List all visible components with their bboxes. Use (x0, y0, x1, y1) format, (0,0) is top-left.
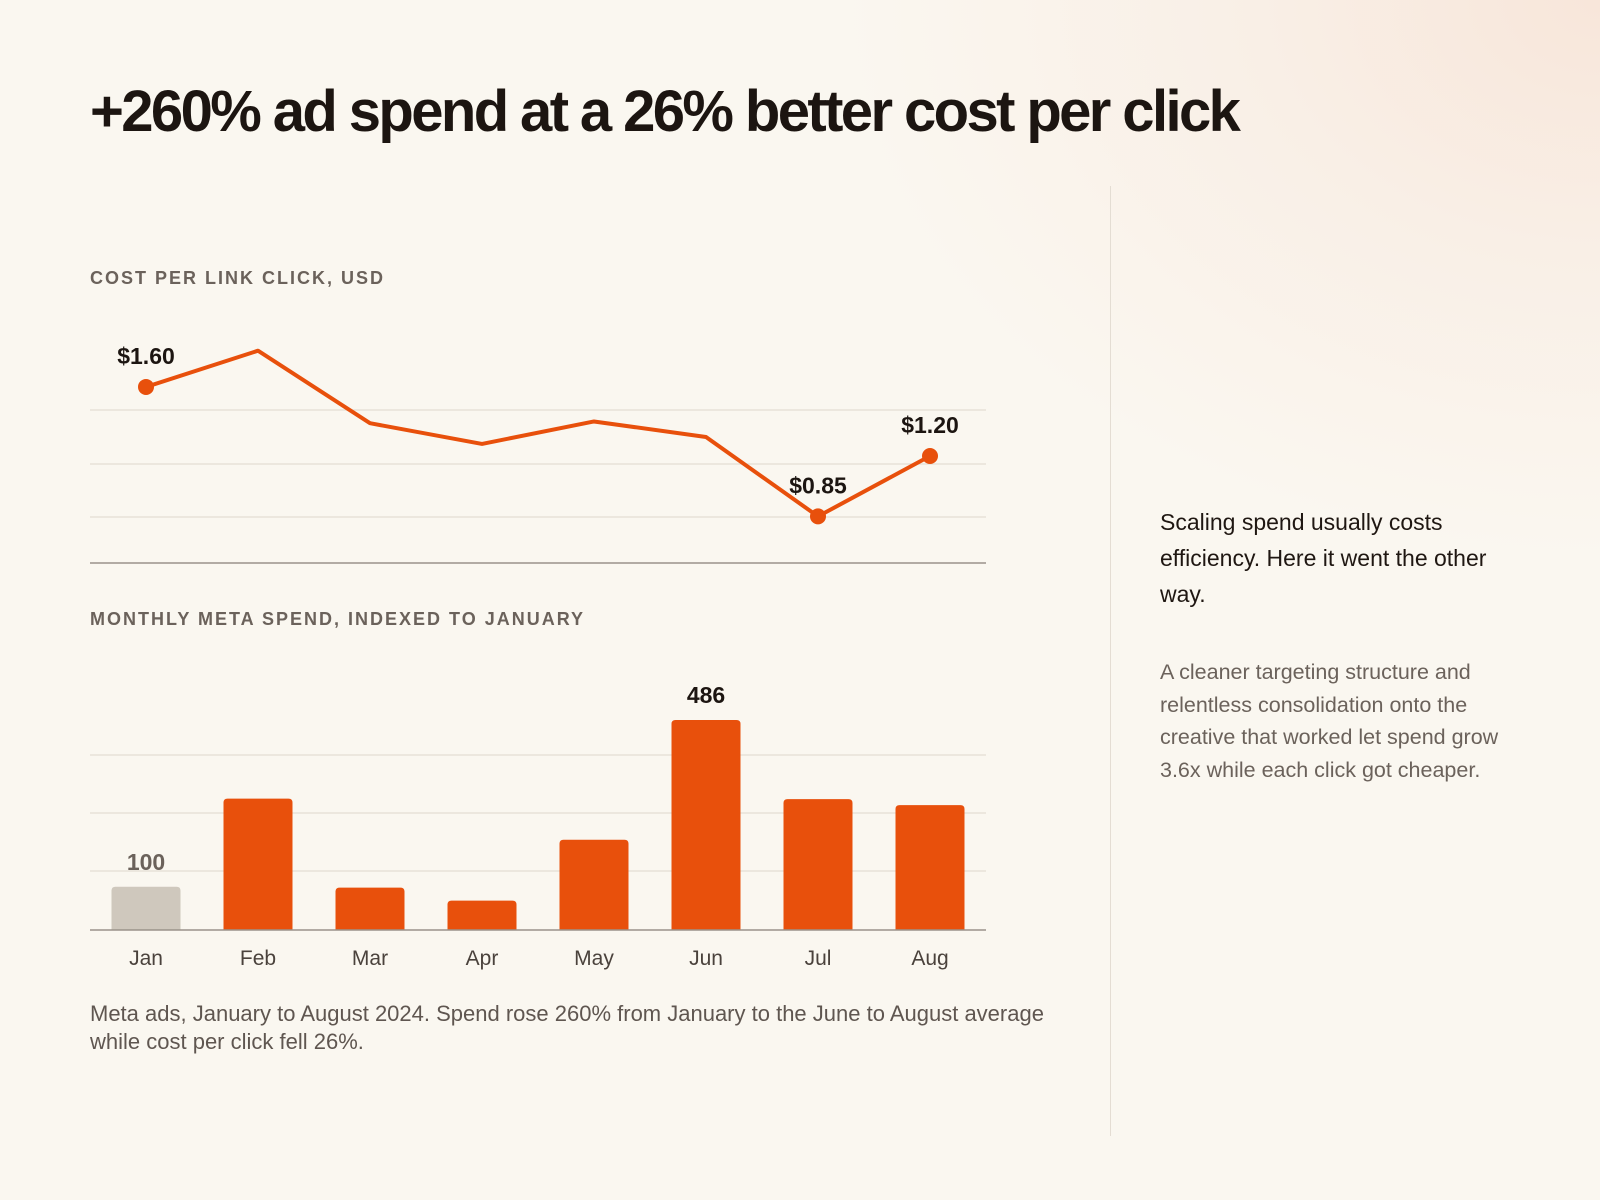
spend-tick-label-apr: Apr (466, 947, 499, 970)
spend-value-label-jun: 486 (687, 682, 725, 708)
spend-tick-label-feb: Feb (240, 947, 276, 970)
cpc-data-point-jan (138, 378, 154, 395)
spend-tick-label-mar: Mar (352, 947, 388, 970)
sidebar-body-text: A cleaner targeting structure and relent… (1160, 660, 1499, 782)
cpc-chart-title: COST PER LINK CLICK, USD (90, 268, 386, 288)
spend-tick-label-may: May (574, 947, 614, 970)
spend-bar-jan (111, 886, 181, 930)
spend-bar-feb (223, 798, 293, 930)
cpc-line-chart: $1.60 $0.85 $1.20 (90, 343, 986, 564)
spend-bar-jul (783, 799, 853, 930)
cpc-data-label-jan: $1.60 (117, 343, 175, 369)
headline: +260% ad spend at a 26% better cost per … (90, 79, 1241, 144)
spend-tick-label-aug: Aug (911, 947, 948, 970)
chart-caption: Meta ads, January to August 2024. Spend … (90, 1001, 1044, 1054)
sidebar-lead-text: Scaling spend usually costs efficiency. … (1160, 509, 1487, 607)
spend-tick-label-jun: Jun (689, 947, 723, 970)
spend-bar-aug (895, 805, 965, 930)
spend-bar-apr (447, 900, 517, 930)
spend-bar-chart: Jan Feb Mar Apr May Jun Jul Aug 100 486 (90, 682, 986, 970)
spend-value-label-jan: 100 (127, 849, 165, 875)
spend-bar-may (559, 839, 629, 930)
spend-tick-label-jan: Jan (129, 947, 163, 970)
cpc-data-label-jul: $0.85 (789, 472, 847, 498)
spend-bar-jun (671, 720, 741, 930)
cpc-data-point-jul (810, 508, 826, 525)
vertical-divider (1110, 186, 1111, 1136)
spend-tick-label-jul: Jul (805, 947, 832, 970)
spend-chart-title: MONTHLY META SPEND, INDEXED TO JANUARY (90, 609, 586, 629)
spend-bar-mar (335, 887, 405, 930)
cpc-data-point-aug (922, 447, 938, 464)
cpc-series-line (144, 348, 932, 519)
cpc-data-label-aug: $1.20 (901, 412, 959, 438)
